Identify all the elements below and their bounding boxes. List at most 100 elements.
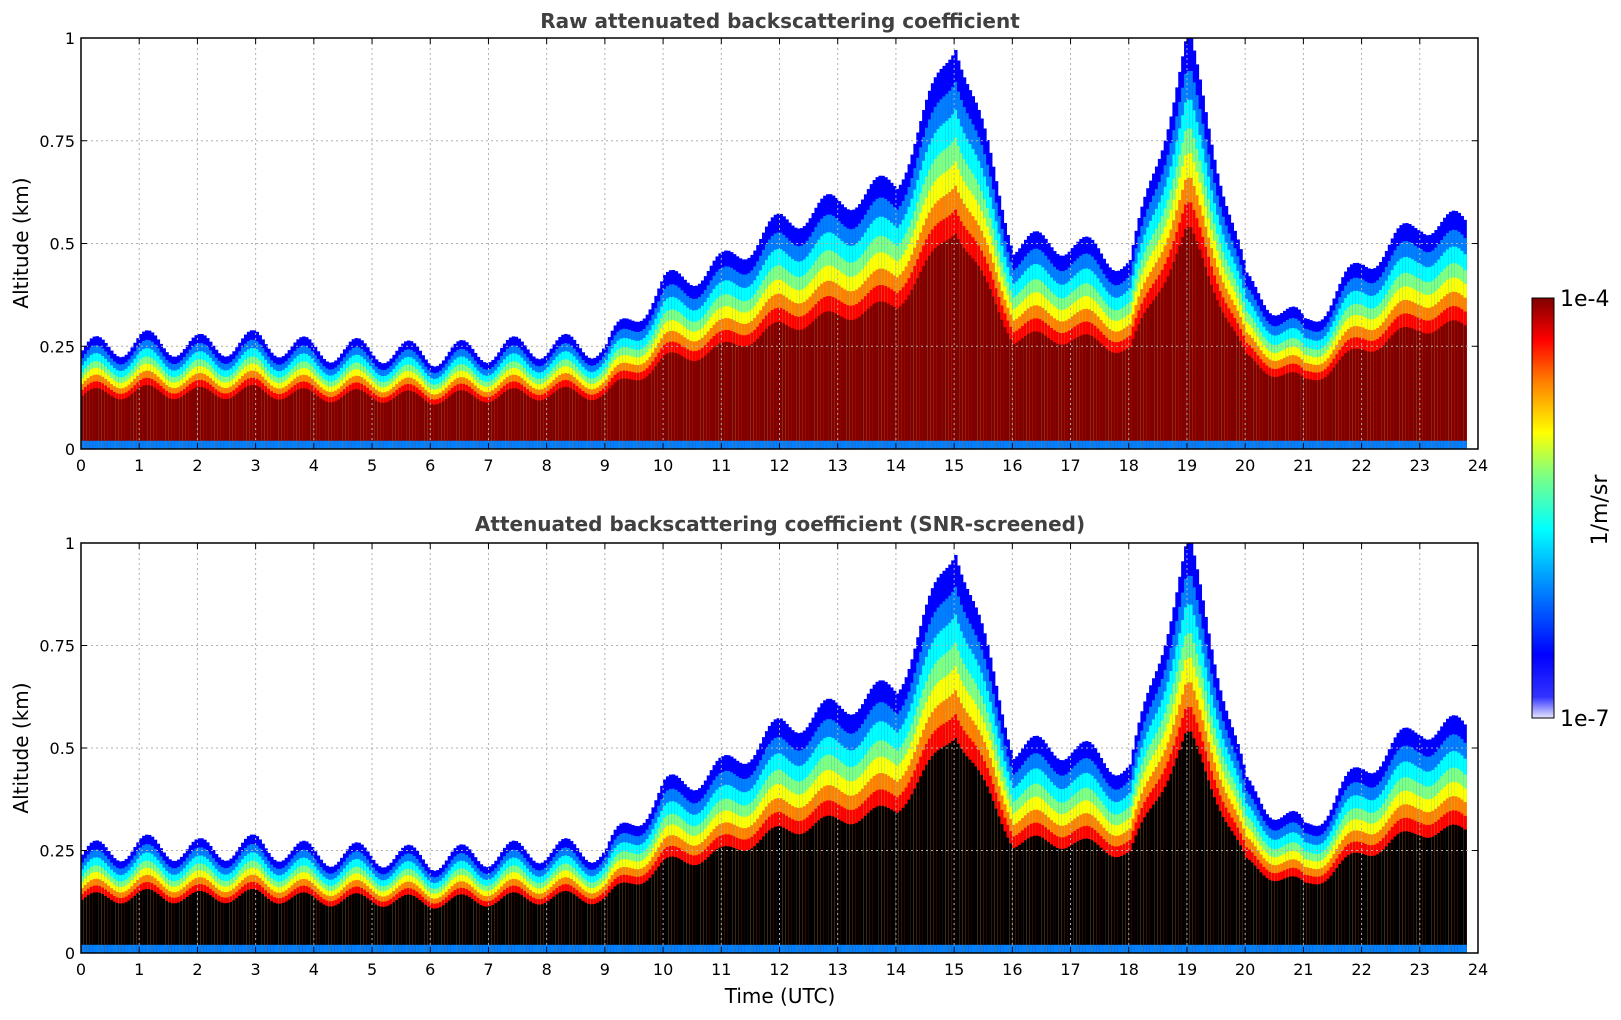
heatmap-cell [674,352,679,449]
heatmap-cell [1387,440,1392,449]
heatmap-cell [1294,372,1299,449]
heatmap-cell [258,440,262,449]
heatmap-cell [639,379,644,449]
heatmap-cell [1073,440,1077,449]
heatmap-cell [1349,440,1354,449]
heatmap-cell [983,440,987,449]
heatmap-cell [255,944,260,953]
heatmap-cell [686,440,690,449]
heatmap-cell [1402,440,1406,449]
heatmap-cell [1425,440,1430,449]
heatmap-cell [217,944,222,953]
heatmap-cell [1213,440,1217,449]
heatmap-cell [229,944,233,953]
heatmap-cell [828,311,833,449]
heatmap-cell [165,944,169,953]
heatmap-cell [922,265,926,449]
heatmap-cell [1303,440,1307,449]
heatmap-cell [907,440,911,449]
heatmap-cell [1055,440,1060,449]
heatmap-cell [1312,440,1316,449]
heatmap-cell [427,402,431,449]
heatmap-cell [584,398,588,449]
heatmap-cell [785,325,789,449]
heatmap-cell [252,889,257,953]
heatmap-cell [139,440,143,449]
heatmap-cell [1411,440,1415,449]
heatmap-cell [575,440,580,449]
heatmap-cell [232,944,236,953]
heatmap-cell [433,440,437,449]
heatmap-cell [875,440,879,449]
heatmap-cell [209,895,213,953]
heatmap-cell [657,440,661,449]
heatmap-cell [482,402,487,449]
heatmap-cell [989,289,993,449]
heatmap-cell [651,370,655,449]
heatmap-cell [1402,327,1406,449]
heatmap-cell [203,440,207,449]
heatmap-cell [214,944,219,953]
heatmap-cell [243,440,248,449]
heatmap-cell [692,360,696,449]
heatmap-cell [954,440,958,449]
heatmap-cell [150,890,155,953]
heatmap-cell [770,440,775,449]
heatmap-cell [392,440,396,449]
heatmap-cell [1067,440,1072,449]
heatmap-cell [1384,342,1389,449]
heatmap-cell [319,440,324,449]
heatmap-cell [235,898,239,953]
heatmap-cell [907,295,911,449]
heatmap-cell [855,318,859,449]
heatmap-cell [1230,326,1235,449]
heatmap-cell [110,944,114,953]
heatmap-cell [456,440,460,449]
heatmap-cell [325,401,329,449]
heatmap-cell [782,323,786,449]
heatmap-cell [337,440,341,449]
heatmap-cell [727,341,731,449]
heatmap-cell [1434,440,1438,449]
heatmap-cell [1195,241,1200,449]
heatmap-cell [130,944,134,953]
heatmap-cell [363,391,367,449]
heatmap-cell [1332,440,1336,449]
heatmap-cell [875,302,879,449]
heatmap-cell [1376,440,1380,449]
heatmap-cell [747,440,751,449]
heatmap-cell [604,440,609,449]
heatmap-cell [217,440,222,449]
heatmap-cell [1178,440,1182,449]
heatmap-cell [83,897,88,953]
heatmap-cell [1000,440,1005,449]
heatmap-cell [220,440,225,449]
heatmap-cell [89,944,94,953]
heatmap-cell [820,440,824,449]
heatmap-cell [654,366,658,449]
heatmap-cell [1041,333,1045,449]
heatmap-cell [86,895,91,953]
y-tick-label: 0.75 [39,132,75,151]
heatmap-cell [348,440,353,449]
heatmap-cell [520,440,524,449]
heatmap-cell [695,440,699,449]
x-tick-label: 24 [1468,456,1488,475]
heatmap-cell [974,440,978,449]
heatmap-cell [1428,333,1432,449]
heatmap-cell [1250,440,1255,449]
heatmap-cell [762,440,766,449]
heatmap-cell [820,313,824,449]
heatmap-cell [945,440,949,449]
heatmap-cell [1285,440,1290,449]
heatmap-cell [715,440,719,449]
heatmap-cell [107,897,111,953]
heatmap-cell [127,900,131,953]
heatmap-cell [890,440,894,449]
heatmap-cell [456,390,460,449]
heatmap-cell [724,440,728,449]
heatmap-cell [1015,440,1019,449]
heatmap-cell [433,404,437,449]
heatmap-cell [404,440,408,449]
heatmap-cell [360,440,364,449]
